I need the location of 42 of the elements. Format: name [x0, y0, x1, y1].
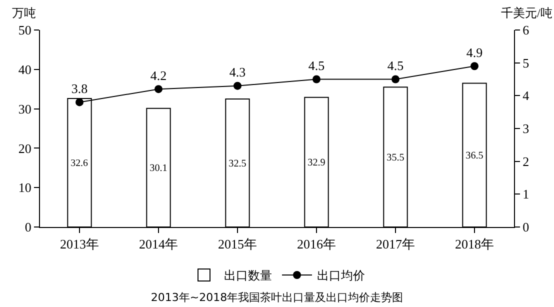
data-label: 3.8 — [71, 80, 88, 96]
point — [312, 75, 320, 84]
y2-axis-title: 千美元/吨 — [501, 6, 552, 20]
y-tick-label: 40 — [18, 62, 32, 77]
y2-tick-label: 4 — [522, 88, 530, 104]
y-axis-title: 万吨 — [12, 6, 36, 20]
y-tick-label: 10 — [18, 180, 32, 196]
legend-label: 出口数量 — [224, 268, 272, 283]
y2-tick-label: 0 — [522, 220, 530, 235]
y2-tick-label: 5 — [522, 55, 530, 70]
data-label: 4.5 — [308, 58, 325, 73]
data-label: 4.5 — [387, 58, 404, 73]
data-label: 32.9 — [308, 158, 326, 169]
point — [154, 85, 162, 94]
point — [470, 62, 478, 70]
point — [392, 75, 400, 84]
y-tick-label: 30 — [18, 101, 32, 116]
y-tick-label: 20 — [18, 140, 32, 156]
data-label: 4.9 — [466, 44, 483, 60]
x-tick-label: 2013年 — [60, 236, 99, 252]
y-tick-label: 50 — [18, 22, 32, 38]
data-label: 36.5 — [466, 150, 484, 162]
x-tick-label: 2018年 — [455, 236, 494, 252]
y2-tick-label: 3 — [522, 121, 530, 136]
point — [234, 82, 242, 90]
data-label: 4.3 — [229, 64, 246, 80]
data-label: 4.2 — [150, 68, 167, 83]
y-tick-label: 0 — [24, 220, 32, 235]
legend-label: 出口均价 — [317, 268, 365, 283]
x-tick-label: 2014年 — [139, 236, 178, 252]
data-label: 32.6 — [70, 158, 88, 170]
y2-tick-label: 6 — [522, 22, 530, 38]
x-tick-label: 2015年 — [218, 236, 257, 252]
y2-tick-label: 1 — [522, 186, 530, 202]
point — [76, 98, 84, 106]
y2-tick-label: 2 — [522, 154, 530, 169]
x-tick-label: 2017年 — [376, 236, 415, 252]
data-label: 30.1 — [150, 163, 168, 174]
data-label: 35.5 — [386, 152, 404, 164]
text: 2013年~2018年我国茶叶出口量及出口均价走势图 — [150, 290, 404, 304]
data-label: 32.5 — [228, 158, 246, 170]
x-tick-label: 2016年 — [297, 236, 336, 252]
